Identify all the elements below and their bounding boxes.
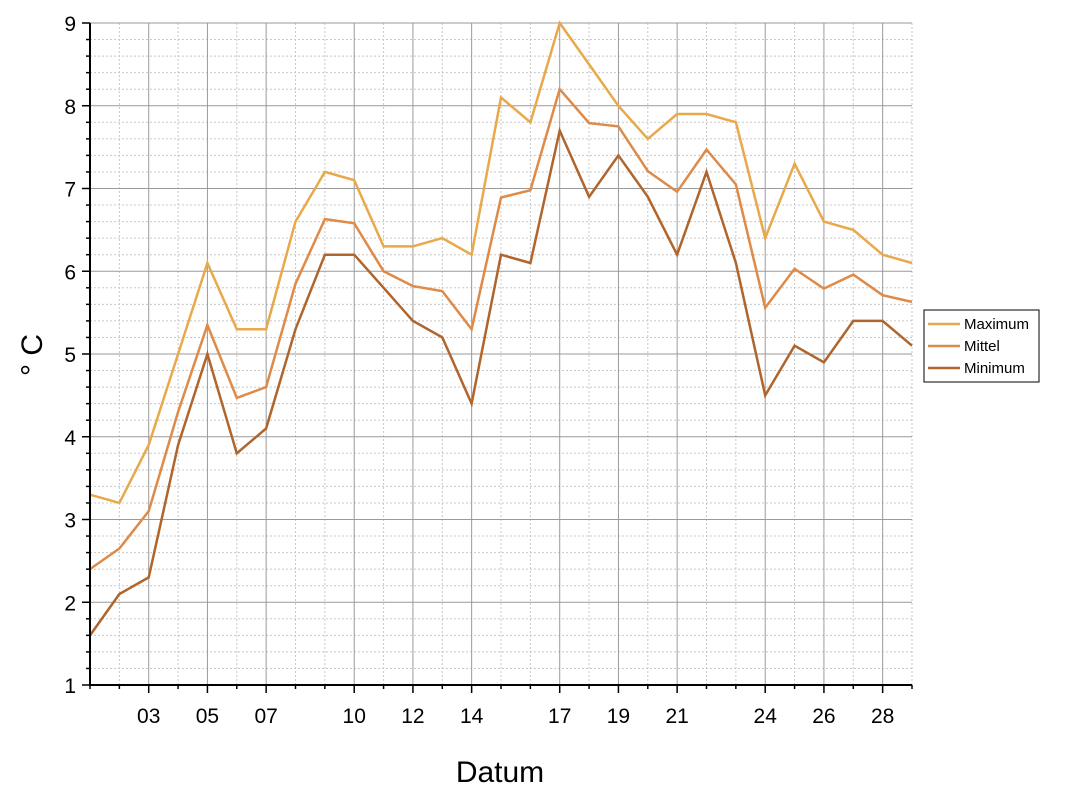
legend-label-maximum: Maximum xyxy=(964,316,1029,333)
x-axis-title: Datum xyxy=(456,756,544,786)
x-tick-label: 19 xyxy=(607,705,630,728)
y-axis-title: ° C xyxy=(16,334,49,376)
x-tick-label: 17 xyxy=(548,705,571,728)
x-tick-label: 14 xyxy=(460,705,484,728)
y-tick-label: 2 xyxy=(64,592,76,615)
series-line-minimum xyxy=(88,126,913,637)
x-tick-label: 10 xyxy=(343,705,366,728)
y-tick-label: 6 xyxy=(64,261,76,284)
legend-label-minimum: Minimum xyxy=(964,360,1025,377)
legend-label-mittel: Mittel xyxy=(964,338,1000,355)
x-tick-label: 21 xyxy=(665,705,688,728)
x-tick-label: 28 xyxy=(871,705,894,728)
x-tick-label: 05 xyxy=(196,705,219,728)
series-line-mittel xyxy=(89,86,913,571)
x-tick-label: 26 xyxy=(812,705,835,728)
y-tick-label: 9 xyxy=(64,13,76,36)
y-tick-label: 7 xyxy=(64,179,76,202)
y-tick-label: 5 xyxy=(64,344,76,367)
series-line-maximum xyxy=(89,20,913,505)
legend: Maximum Mittel Minimum xyxy=(923,309,1040,383)
x-tick-label: 12 xyxy=(401,705,424,728)
y-tick-label: 8 xyxy=(64,96,76,119)
x-tick-label: 24 xyxy=(754,705,778,728)
y-tick-label: 3 xyxy=(64,510,76,533)
y-tick-label: 1 xyxy=(64,675,76,698)
series-layer xyxy=(88,20,913,637)
x-tick-label: 07 xyxy=(254,705,277,728)
y-tick-label: 4 xyxy=(64,427,76,450)
x-tick-label: 03 xyxy=(137,705,160,728)
